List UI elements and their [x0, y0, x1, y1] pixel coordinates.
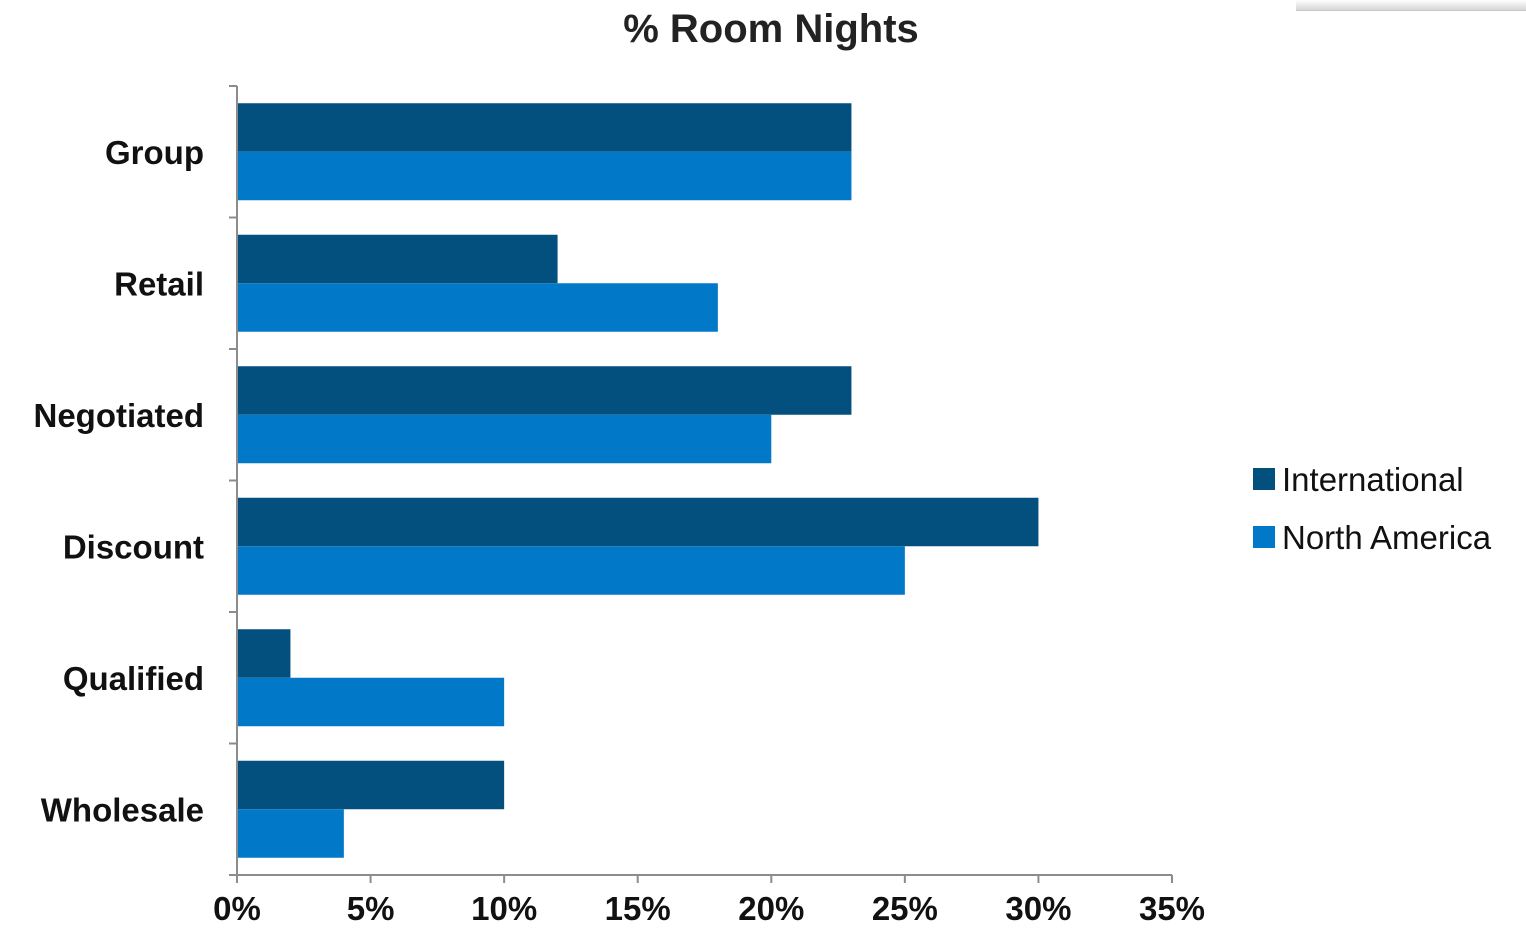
category-label: Discount	[63, 528, 204, 565]
bar-retail-north-america	[237, 283, 718, 332]
category-label: Group	[105, 134, 204, 171]
category-label: Qualified	[63, 660, 204, 697]
legend-swatch	[1253, 468, 1275, 490]
x-tick-label: 5%	[347, 890, 395, 927]
bar-discount-international	[237, 497, 1039, 547]
category-label: Retail	[114, 265, 204, 302]
bar-negotiated-international	[237, 366, 852, 415]
category-labels: Group Retail Negotiated Discount Qualified Wh…	[33, 134, 204, 829]
bar-qualified-international	[237, 629, 291, 678]
bar-wholesale-international	[237, 760, 505, 810]
bar-qualified-north-america	[237, 677, 505, 727]
legend-label: International	[1282, 461, 1464, 498]
x-tick-label: 0%	[213, 890, 261, 927]
legend-label: North America	[1282, 519, 1492, 556]
x-tick-label: 30%	[1005, 890, 1071, 927]
x-tick-label: 20%	[738, 890, 804, 927]
x-tick-labels: 0% 5% 10% 15% 20% 25% 30% 35%	[213, 890, 1205, 927]
x-tick-label: 10%	[471, 890, 537, 927]
axes-group	[229, 85, 1173, 883]
bar-discount-north-america	[237, 546, 905, 595]
category-label: Negotiated	[33, 397, 204, 434]
legend: International North America	[1253, 461, 1492, 556]
x-tick-label: 25%	[872, 890, 938, 927]
corner-decoration	[1296, 0, 1526, 11]
bar-negotiated-north-america	[237, 414, 772, 464]
bars-group	[237, 103, 1039, 858]
category-label: Wholesale	[41, 791, 204, 828]
bar-wholesale-north-america	[237, 809, 344, 858]
bar-retail-international	[237, 234, 558, 284]
bar-group-north-america	[237, 151, 852, 201]
x-tick-label: 35%	[1139, 890, 1205, 927]
x-tick-label: 15%	[605, 890, 671, 927]
bar-group-international	[237, 103, 852, 152]
chart-title: % Room Nights	[623, 7, 919, 51]
legend-swatch	[1253, 526, 1275, 548]
